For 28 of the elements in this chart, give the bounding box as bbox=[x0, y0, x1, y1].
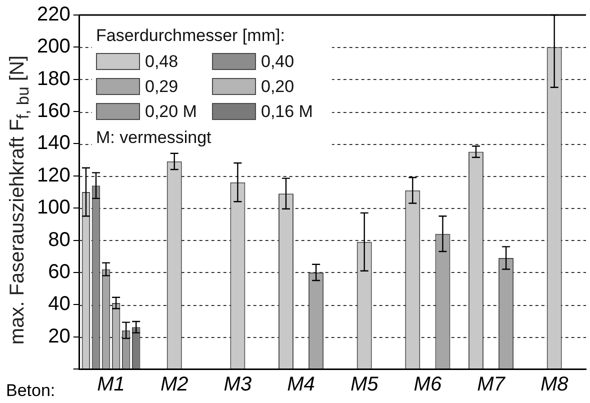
x-tick-label: M3 bbox=[224, 374, 252, 396]
x-tick-label: M7 bbox=[477, 374, 506, 396]
y-tick-label: 120 bbox=[36, 164, 70, 186]
y-tick-label: 20 bbox=[48, 325, 70, 348]
x-axis-title: Beton: bbox=[6, 381, 56, 401]
y-tick-label: 180 bbox=[36, 68, 70, 90]
y-tick-label: 200 bbox=[36, 36, 70, 58]
legend-label: 0,20 bbox=[261, 76, 294, 96]
x-tick-label: M2 bbox=[160, 374, 188, 396]
legend-label: 0,16 M bbox=[261, 102, 313, 122]
x-tick-label: M6 bbox=[414, 374, 442, 396]
annotation: M: vermessingt bbox=[96, 128, 212, 148]
legend-label: 0,48 bbox=[145, 52, 178, 72]
x-tick-label: M8 bbox=[540, 374, 568, 396]
y-tick-label: 60 bbox=[48, 260, 70, 283]
y-tick-label: 160 bbox=[36, 100, 70, 122]
y-tick-label: 140 bbox=[36, 132, 70, 154]
legend-title: Faserdurchmesser [mm]: bbox=[96, 26, 286, 46]
legend-label: 0,40 bbox=[261, 52, 294, 72]
y-tick-label: 100 bbox=[36, 196, 70, 219]
legend-label: 0,20 M bbox=[145, 102, 197, 122]
x-tick-label: M5 bbox=[350, 374, 380, 396]
x-tick-label: M4 bbox=[287, 374, 315, 396]
y-tick-label: 220 bbox=[36, 4, 70, 26]
legend-label: 0,29 bbox=[145, 76, 178, 96]
x-tick-label: M1 bbox=[97, 374, 125, 396]
y-tick-label: 80 bbox=[48, 228, 70, 251]
y-tick-label: 40 bbox=[48, 293, 70, 316]
